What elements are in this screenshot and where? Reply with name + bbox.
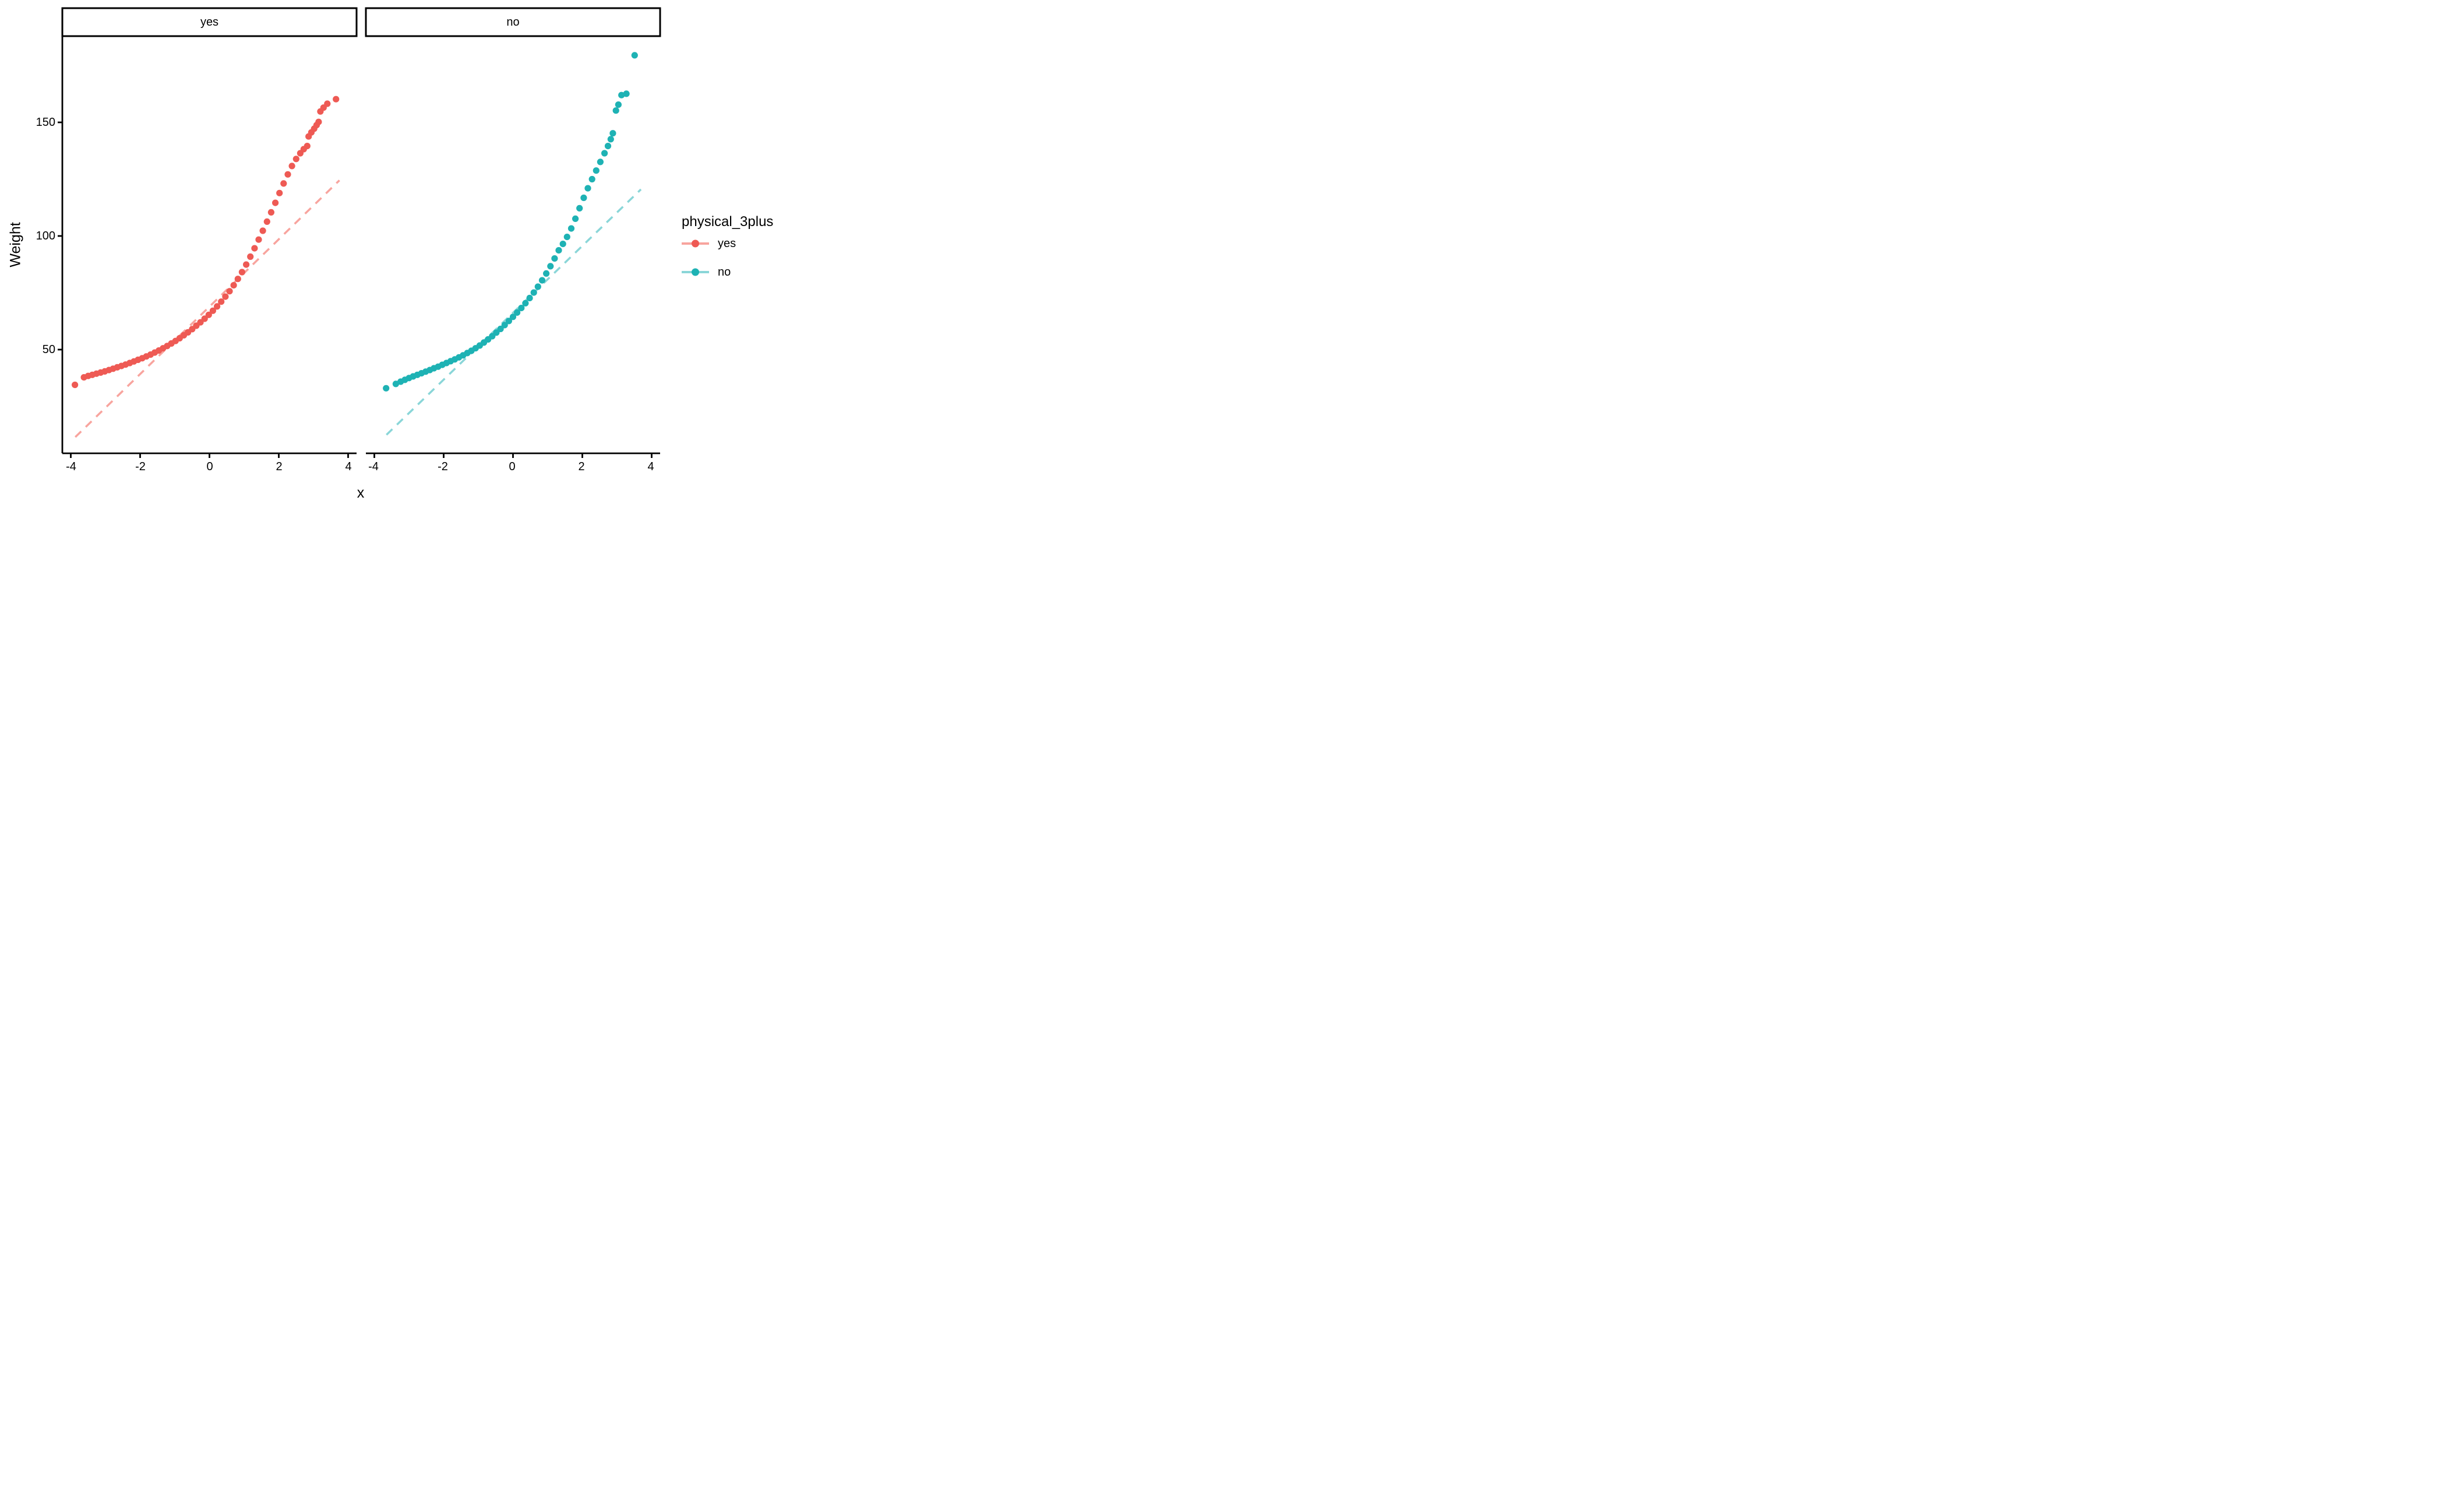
- qq-point: [251, 245, 258, 252]
- qq-point: [218, 298, 225, 305]
- qq-point: [601, 150, 608, 157]
- y-tick-label-150: 150: [36, 116, 55, 129]
- qq-points-yes: [72, 96, 340, 389]
- qq-point: [214, 303, 221, 310]
- legend-key-point-yes: [692, 239, 699, 248]
- qq-point: [304, 143, 311, 150]
- qq-point: [543, 270, 550, 277]
- qq-point: [392, 380, 400, 387]
- qq-point: [580, 194, 587, 202]
- qq-point: [538, 277, 546, 284]
- x-tick-label-p2-neg4: -4: [368, 460, 379, 473]
- qq-point: [588, 175, 595, 183]
- x-axis-title: x: [357, 485, 365, 501]
- qq-point: [514, 309, 521, 316]
- qq-point: [205, 311, 212, 318]
- qq-point: [497, 325, 504, 333]
- qq-point: [631, 52, 638, 59]
- qq-point: [259, 227, 266, 234]
- qq-point: [597, 158, 604, 165]
- qq-point: [572, 215, 579, 222]
- qq-point: [607, 136, 614, 143]
- qq-point: [547, 263, 554, 270]
- qq-point: [615, 101, 622, 108]
- qq-point: [559, 241, 566, 248]
- qq-point: [576, 205, 583, 212]
- x-tick-label-p2-2: 2: [578, 460, 585, 473]
- legend-title: physical_3plus: [682, 214, 774, 230]
- qq-point: [383, 385, 390, 392]
- y-tick-label-50: 50: [42, 343, 55, 356]
- x-tick-label-p2-4: 4: [647, 460, 654, 473]
- facet-strip-box-yes: [61, 7, 358, 37]
- qq-point: [267, 209, 274, 216]
- qq-point: [226, 288, 233, 295]
- qq-point: [612, 107, 619, 114]
- x-tick-label-p1-4: 4: [345, 460, 352, 473]
- qq-point: [609, 130, 616, 137]
- legend-label-yes: yes: [718, 237, 736, 250]
- qq-point: [315, 118, 322, 125]
- y-tick-label-100: 100: [36, 230, 55, 242]
- qq-point: [618, 91, 625, 98]
- x-tick-label-p1-2: 2: [276, 460, 283, 473]
- qq-point: [247, 253, 254, 260]
- qq-reference-line-no: [386, 188, 642, 436]
- qq-plot-figure: yes no 150 100 50 -4 -2 0 2 4 -4 -2 0 2 …: [0, 0, 816, 504]
- qq-point: [518, 305, 525, 312]
- qq-point: [255, 236, 262, 243]
- qq-point: [522, 299, 529, 307]
- qq-point: [288, 163, 295, 170]
- qq-point: [238, 269, 245, 276]
- qq-point: [263, 218, 270, 225]
- qq-point: [230, 282, 237, 289]
- qq-point: [623, 90, 630, 97]
- qq-point: [526, 294, 533, 302]
- qq-point: [201, 315, 208, 322]
- qq-point: [555, 247, 562, 254]
- y-axis-title: Weight: [7, 222, 24, 267]
- qq-point: [333, 96, 340, 103]
- x-tick-label-p2-0: 0: [509, 460, 516, 473]
- qq-point: [551, 255, 558, 262]
- qq-point: [209, 307, 216, 314]
- facet-strip-box-no: [365, 7, 661, 37]
- qq-points-no: [383, 52, 638, 392]
- qq-point: [243, 261, 250, 268]
- x-tick-label-p1-0: 0: [206, 460, 213, 473]
- qq-point: [324, 100, 331, 107]
- qq-point: [567, 225, 575, 232]
- qq-point: [292, 156, 299, 163]
- legend-label-no: no: [718, 266, 731, 279]
- qq-plot-canvas: [58, 7, 709, 458]
- qq-reference-line-yes: [75, 179, 340, 438]
- qq-point: [534, 283, 541, 290]
- qq-point: [272, 199, 279, 206]
- qq-point: [501, 322, 508, 329]
- legend-key-point-no: [692, 268, 699, 276]
- qq-point: [284, 171, 291, 178]
- qq-point: [505, 318, 513, 325]
- qq-point: [234, 276, 241, 283]
- qq-point: [530, 289, 537, 296]
- qq-point: [222, 293, 229, 300]
- qq-point: [563, 234, 570, 241]
- qq-point: [604, 143, 612, 150]
- facet-strip-label-no: no: [506, 16, 520, 29]
- qq-point: [493, 329, 500, 336]
- qq-point: [584, 185, 591, 192]
- qq-point: [280, 180, 287, 187]
- qq-point: [72, 381, 79, 389]
- qq-point: [509, 313, 517, 320]
- x-tick-label-p1-neg4: -4: [66, 460, 76, 473]
- qq-point: [276, 189, 283, 196]
- x-tick-label-p1-neg2: -2: [135, 460, 146, 473]
- x-tick-label-p2-neg2: -2: [438, 460, 448, 473]
- facet-strip-label-yes: yes: [200, 16, 219, 29]
- qq-point: [593, 167, 600, 174]
